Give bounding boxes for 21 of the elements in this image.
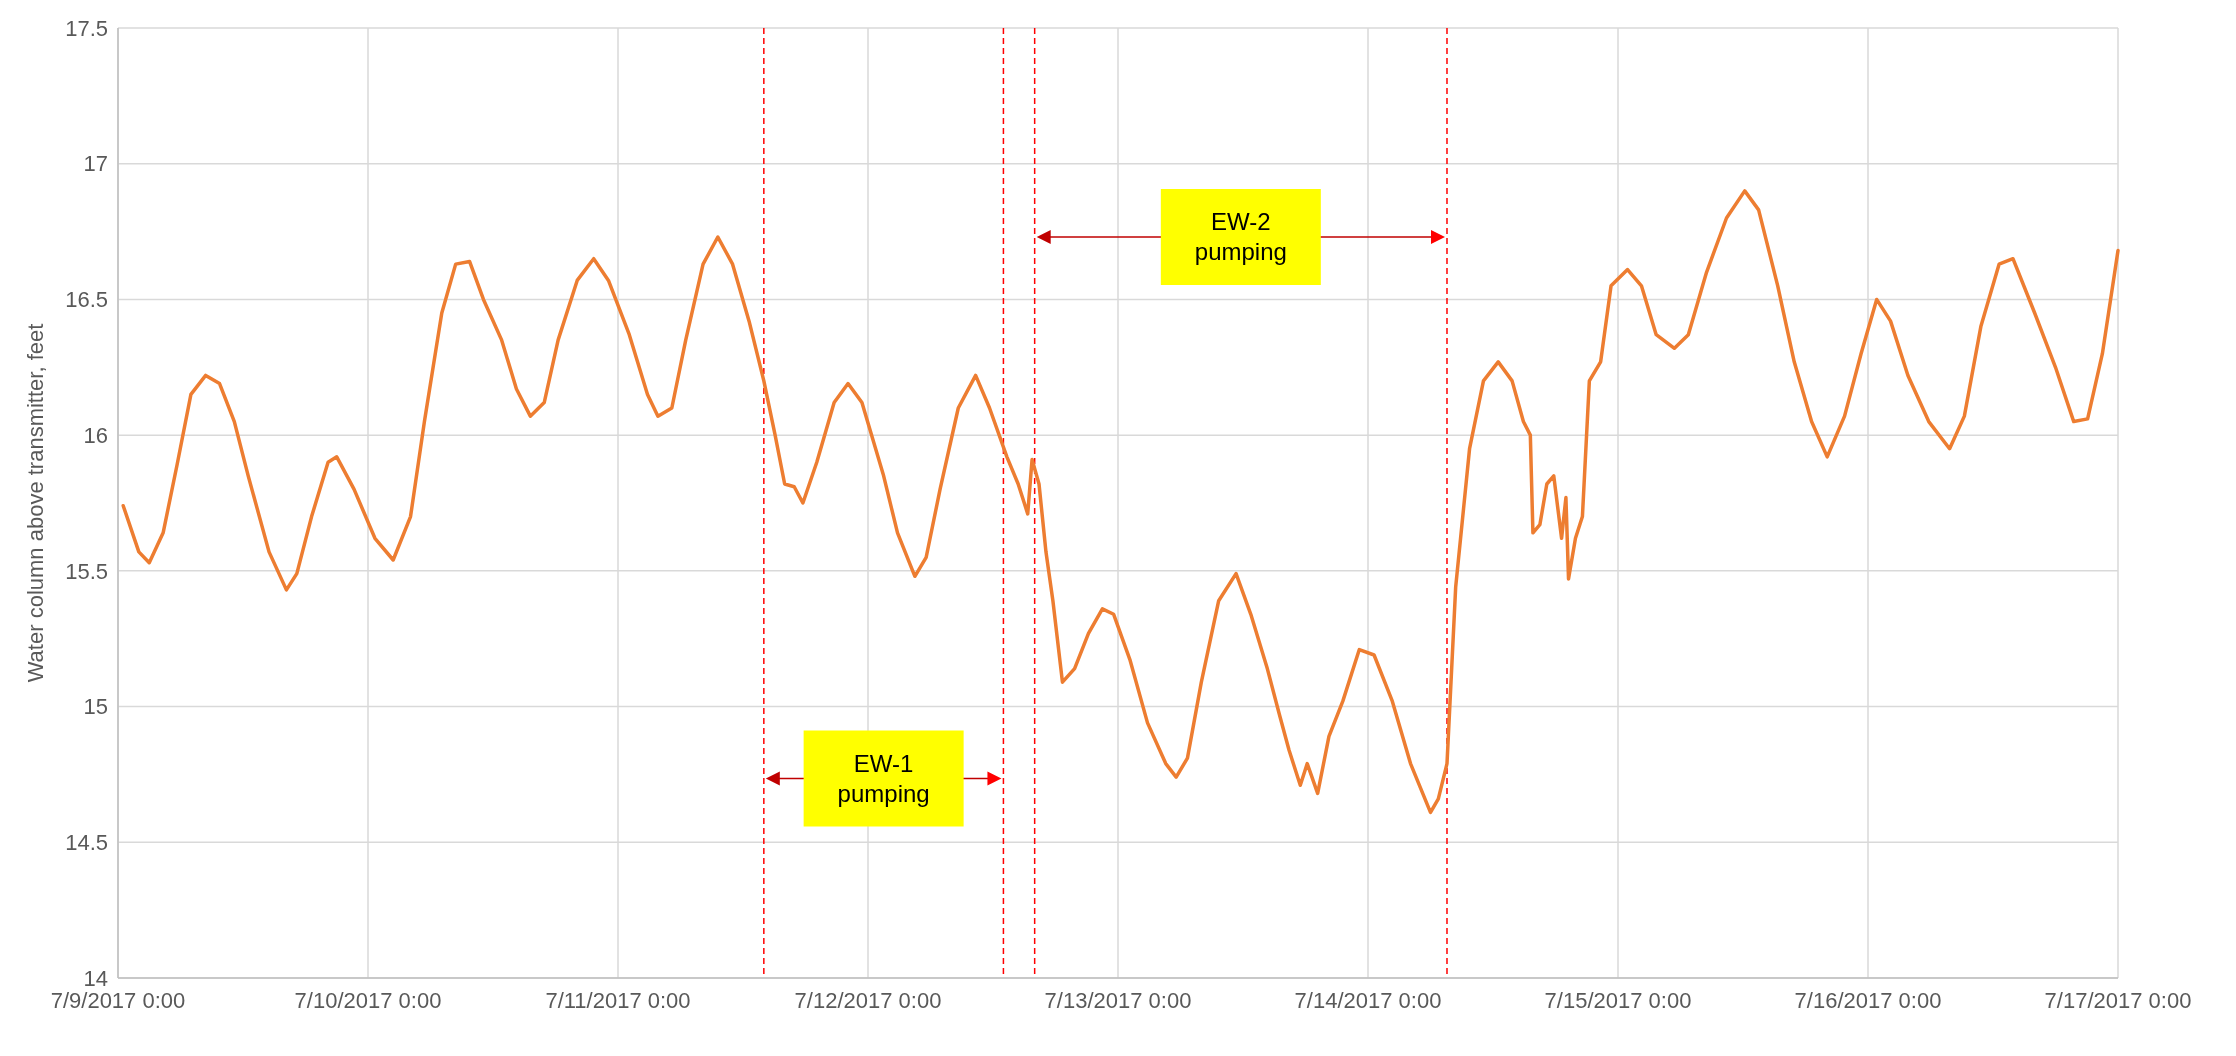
annotation: EW-2 pumping xyxy=(1194,208,1287,266)
x-tick-label: 7/12/2017 0:00 xyxy=(794,988,942,1013)
x-tick-label: 7/9/2017 0:00 xyxy=(50,988,186,1013)
x-tick-label: 7/15/2017 0:00 xyxy=(1544,988,1692,1013)
x-tick-label: 7/13/2017 0:00 xyxy=(1044,988,1192,1013)
y-tick-label: 16.5 xyxy=(65,287,108,313)
x-tick-label: 7/17/2017 0:00 xyxy=(2044,988,2192,1013)
y-tick-label: 14 xyxy=(83,965,108,991)
y-tick-label: 17 xyxy=(83,151,108,177)
y-tick-label: 14.5 xyxy=(65,829,108,855)
y-tick-label: 15 xyxy=(83,694,108,720)
x-tick-label: 7/11/2017 0:00 xyxy=(545,988,691,1013)
y-tick-label: 15.5 xyxy=(65,558,108,584)
annotation: EW-1 pumping xyxy=(837,749,930,807)
x-tick-label: 7/16/2017 0:00 xyxy=(1794,988,1942,1013)
x-tick-label: 7/10/2017 0:00 xyxy=(294,988,442,1013)
y-axis-title: Water column above transmitter, feet xyxy=(23,323,48,683)
x-tick-label: 7/14/2017 0:00 xyxy=(1294,988,1442,1013)
y-tick-label: 17.5 xyxy=(65,15,108,41)
line-series xyxy=(121,189,2120,815)
y-tick-label: 16 xyxy=(83,422,108,448)
